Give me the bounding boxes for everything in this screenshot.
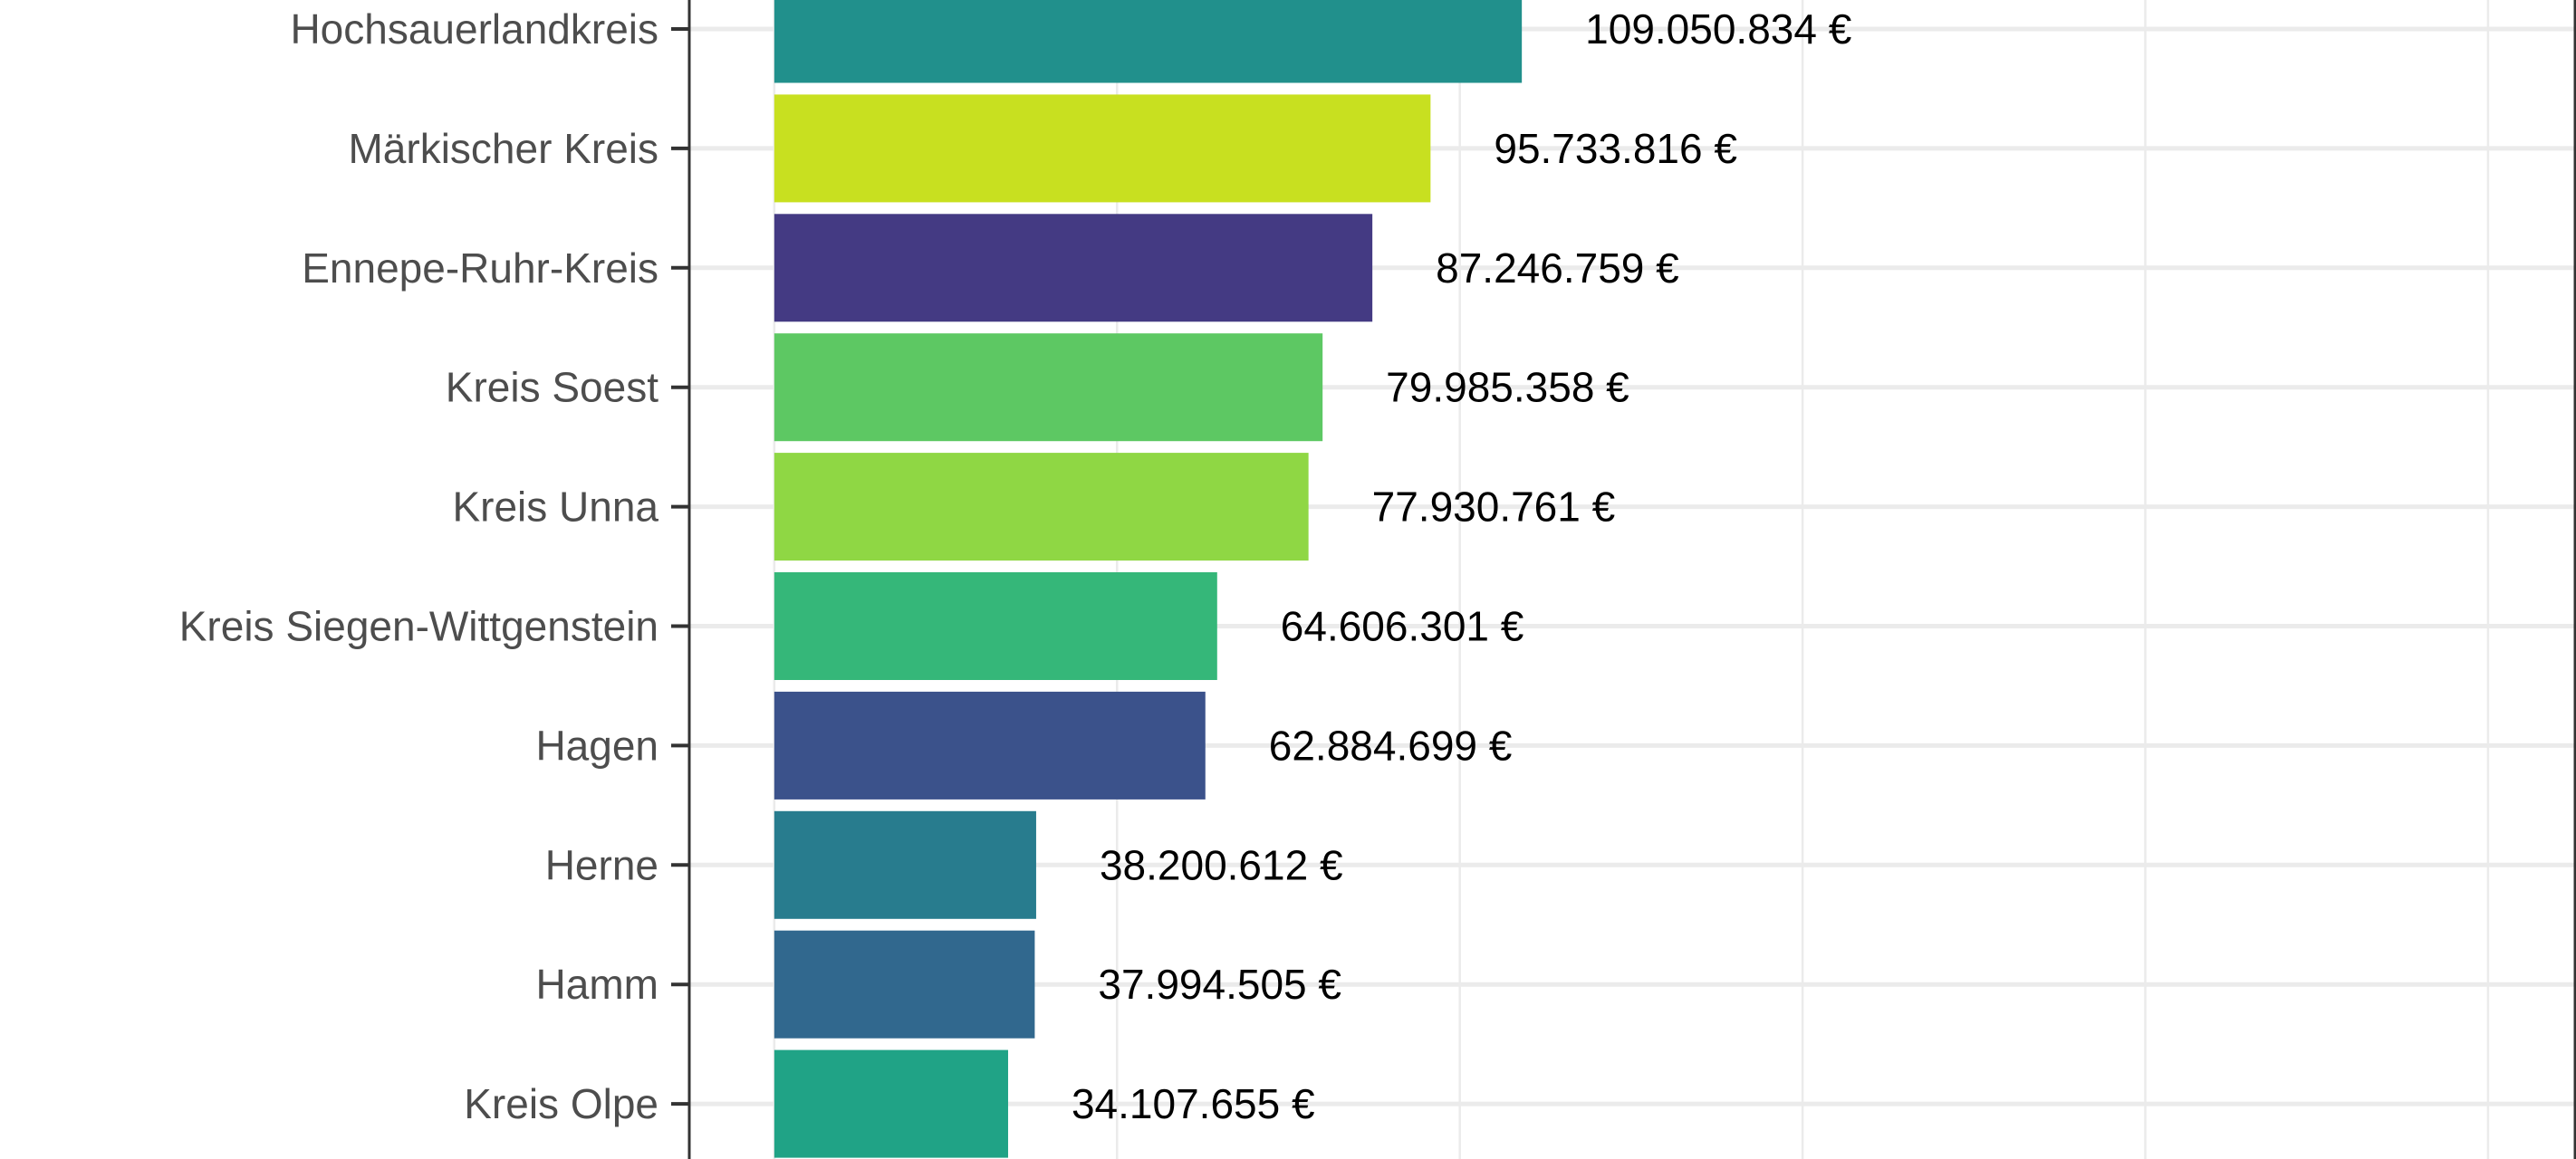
y-tick-label: Kreis Unna (452, 484, 658, 531)
y-tick-label: Kreis Olpe (464, 1080, 658, 1127)
bar-5 (774, 572, 1217, 680)
bar-3 (774, 333, 1323, 442)
bar-7 (774, 810, 1036, 919)
y-tick-label: Kreis Soest (446, 364, 658, 411)
data-label: 109.050.834 € (1585, 5, 1851, 53)
bar-0 (774, 0, 1523, 83)
data-label: 87.246.759 € (1436, 244, 1679, 292)
data-label: 38.200.612 € (1100, 841, 1343, 888)
data-label: 95.733.816 € (1494, 125, 1737, 172)
y-tick-label: Hamm (536, 961, 658, 1008)
y-tick-label: Ennepe-Ruhr-Kreis (302, 244, 658, 292)
y-tick-label: Hagen (535, 722, 658, 769)
data-label: 64.606.301 € (1281, 603, 1524, 650)
bar-1 (774, 94, 1431, 203)
bar-4 (774, 453, 1309, 561)
data-label: 62.884.699 € (1269, 722, 1513, 769)
data-label: 34.107.655 € (1072, 1080, 1315, 1127)
bar-8 (774, 930, 1035, 1039)
y-tick-label: Hochsauerlandkreis (290, 5, 658, 53)
y-tick-label: Kreis Siegen-Wittgenstein (179, 603, 658, 650)
data-label: 77.930.761 € (1372, 484, 1616, 531)
bar-2 (774, 214, 1373, 322)
bar-6 (774, 691, 1206, 800)
data-label: 79.985.358 € (1386, 364, 1629, 411)
bar-9 (774, 1049, 1008, 1158)
y-tick-label: Märkischer Kreis (348, 125, 658, 172)
y-tick-label: Herne (545, 841, 658, 888)
data-label: 37.994.505 € (1098, 961, 1341, 1008)
